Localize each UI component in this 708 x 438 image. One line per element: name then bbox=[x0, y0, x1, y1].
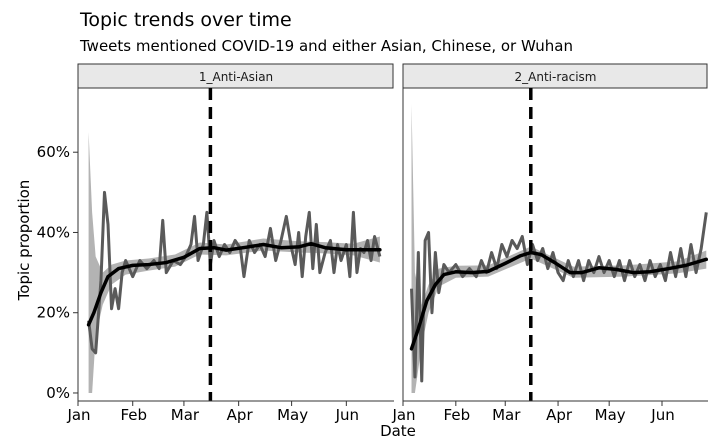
chart-subtitle: Tweets mentioned COVID-19 and either Asi… bbox=[79, 37, 573, 55]
x-tick-label: Apr bbox=[227, 406, 254, 424]
x-tick-label: Jan bbox=[66, 406, 90, 424]
chart-title: Topic trends over time bbox=[79, 9, 292, 31]
x-tick-label: May bbox=[595, 406, 626, 424]
confidence-ribbon bbox=[411, 104, 707, 393]
confidence-ribbon bbox=[88, 132, 380, 393]
smoothed-trend-line bbox=[86, 241, 382, 327]
facet-strip-label: 2_Anti-racism bbox=[515, 70, 597, 84]
y-tick-label: 60% bbox=[37, 143, 70, 161]
panel-1: 1_Anti-Asian Jan Feb Mar Apr May Jun bbox=[66, 63, 394, 424]
y-tick-label: 40% bbox=[37, 223, 70, 241]
x-tick-label: Jan bbox=[391, 406, 415, 424]
x-tick-label: Mar bbox=[492, 406, 521, 424]
x-tick-label: Feb bbox=[120, 406, 147, 424]
x-tick-label: Mar bbox=[171, 406, 200, 424]
x-tick-label: May bbox=[277, 406, 308, 424]
x-tick-label: Jun bbox=[650, 406, 674, 424]
y-axis: 0% 20% 40% 60% bbox=[37, 143, 78, 402]
x-tick-label: Apr bbox=[546, 406, 573, 424]
facet-strip bbox=[77, 63, 394, 89]
raw-series-line bbox=[87, 190, 382, 355]
smoothed-trend-line bbox=[409, 250, 708, 351]
panel-2: 2_Anti-racism Jan Feb Mar Apr May Jun bbox=[391, 63, 708, 424]
x-tick-label: Feb bbox=[444, 406, 471, 424]
facet-strip bbox=[402, 63, 708, 89]
y-tick-label: 20% bbox=[37, 304, 70, 322]
y-tick-label: 0% bbox=[46, 384, 70, 402]
x-tick-label: Jun bbox=[335, 406, 359, 424]
facet-strip-label: 1_Anti-Asian bbox=[199, 70, 273, 84]
x-axis-title: Date bbox=[380, 422, 416, 438]
raw-series-line bbox=[410, 212, 708, 383]
y-axis-title: Topic proportion bbox=[15, 180, 33, 302]
